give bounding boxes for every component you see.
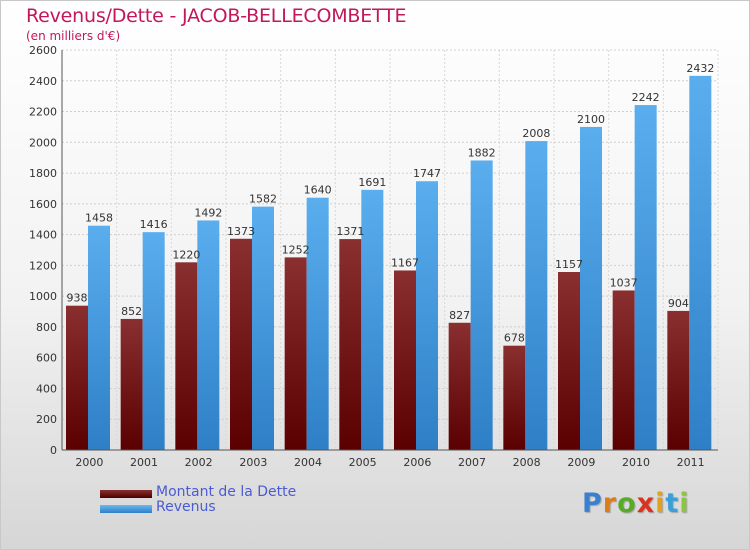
data-label-revenus: 1691 xyxy=(358,176,386,189)
data-label-debt: 852 xyxy=(121,305,142,318)
legend-swatch-revenus xyxy=(100,505,152,513)
data-label-debt: 1373 xyxy=(227,225,255,238)
bar-revenus xyxy=(306,197,329,450)
bar-debt xyxy=(448,322,471,450)
data-label-revenus: 1747 xyxy=(413,167,441,180)
bar-debt xyxy=(339,239,362,450)
data-label-revenus: 2242 xyxy=(632,91,660,104)
bar-debt xyxy=(667,310,690,450)
legend-label-revenus: Revenus xyxy=(156,499,216,515)
data-label-revenus: 1582 xyxy=(249,193,277,206)
x-tick-label: 2003 xyxy=(239,456,267,469)
axes: 0 200 400 600 800 1000 1200 1400 1600 1800 2000 220… xyxy=(29,44,718,469)
proxiti-logo: Proxiti xyxy=(582,488,690,519)
bar-debt xyxy=(66,305,88,450)
y-tick-label: 2600 xyxy=(29,44,57,57)
data-label-debt: 938 xyxy=(67,292,88,305)
bar-debt xyxy=(503,345,526,450)
x-tick-label: 2009 xyxy=(567,456,595,469)
data-label-debt: 1252 xyxy=(282,243,310,256)
data-label-revenus: 1492 xyxy=(194,206,222,219)
data-label-revenus: 1640 xyxy=(304,184,332,197)
data-label-debt: 1157 xyxy=(555,258,583,271)
x-tick-label: 2011 xyxy=(677,456,705,469)
legend-label-debt: Montant de la Dette xyxy=(156,484,297,500)
bar-revenus xyxy=(525,141,548,451)
bar-debt xyxy=(230,238,252,450)
y-tick-label: 1600 xyxy=(29,198,57,211)
data-label-debt: 1220 xyxy=(172,248,200,261)
bar-revenus xyxy=(634,105,657,451)
bar-debt xyxy=(284,257,307,450)
y-tick-label: 0 xyxy=(50,444,57,457)
data-labels: 938 1458 852 1416 1220 1492 1373 1582 1252 1640 13… xyxy=(67,62,715,345)
bars xyxy=(66,75,712,451)
x-tick-label: 2001 xyxy=(130,456,158,469)
data-label-revenus: 1882 xyxy=(468,146,496,159)
chart-title: Revenus/Dette - JACOB-BELLECOMBETTE xyxy=(26,5,407,27)
logo-letter: i xyxy=(679,488,690,519)
logo-letter: i xyxy=(655,488,666,519)
y-tick-label: 2200 xyxy=(29,106,57,119)
data-label-revenus: 1416 xyxy=(140,218,168,231)
y-tick-label: 2000 xyxy=(29,136,57,149)
x-tick-label: 2007 xyxy=(458,456,486,469)
chart-subtitle: (en milliers d'€) xyxy=(26,29,121,43)
y-tick-label: 400 xyxy=(36,382,57,395)
bar-debt xyxy=(394,270,416,450)
y-tick-label: 800 xyxy=(36,321,57,334)
bar-debt xyxy=(120,318,143,450)
data-label-revenus: 1458 xyxy=(85,212,113,225)
data-label-revenus: 2100 xyxy=(577,113,605,126)
bar-revenus xyxy=(197,220,220,450)
data-label-debt: 1167 xyxy=(391,256,419,269)
bar-revenus xyxy=(689,75,712,450)
bar-revenus xyxy=(252,206,274,450)
data-label-revenus: 2432 xyxy=(686,62,714,75)
data-label-revenus: 2008 xyxy=(522,127,550,140)
y-tick-label: 600 xyxy=(36,352,57,365)
logo-letter: x xyxy=(636,488,656,519)
x-tick-label: 2006 xyxy=(403,456,431,469)
data-label-debt: 827 xyxy=(449,309,470,322)
bar-revenus xyxy=(361,189,384,450)
bar-debt xyxy=(558,272,580,450)
bar-revenus xyxy=(416,181,438,450)
y-tick-label: 1800 xyxy=(29,167,57,180)
y-tick-label: 1000 xyxy=(29,290,57,303)
x-tick-label: 2010 xyxy=(622,456,650,469)
x-tick-label: 2002 xyxy=(185,456,213,469)
data-label-debt: 678 xyxy=(504,332,525,345)
y-tick-label: 200 xyxy=(36,413,57,426)
x-tick-label: 2000 xyxy=(75,456,103,469)
bar-revenus xyxy=(142,232,165,450)
data-label-debt: 1037 xyxy=(610,276,638,289)
x-tick-label: 2005 xyxy=(349,456,377,469)
logo-letter: t xyxy=(665,488,680,519)
logo-letter: o xyxy=(617,488,637,519)
data-label-debt: 904 xyxy=(668,297,689,310)
bar-debt xyxy=(175,262,198,450)
bar-revenus xyxy=(88,225,110,450)
bar-revenus xyxy=(580,126,602,450)
bar-revenus xyxy=(470,160,493,450)
logo-letter: r xyxy=(602,488,618,519)
bar-debt xyxy=(612,290,635,450)
y-tick-label: 1200 xyxy=(29,259,57,272)
y-tick-label: 2400 xyxy=(29,75,57,88)
x-tick-label: 2004 xyxy=(294,456,322,469)
x-tick-label: 2008 xyxy=(513,456,541,469)
data-label-debt: 1371 xyxy=(336,225,364,238)
y-tick-label: 1400 xyxy=(29,229,57,242)
legend-swatch-debt xyxy=(100,490,152,498)
logo-letter: P xyxy=(582,488,603,519)
